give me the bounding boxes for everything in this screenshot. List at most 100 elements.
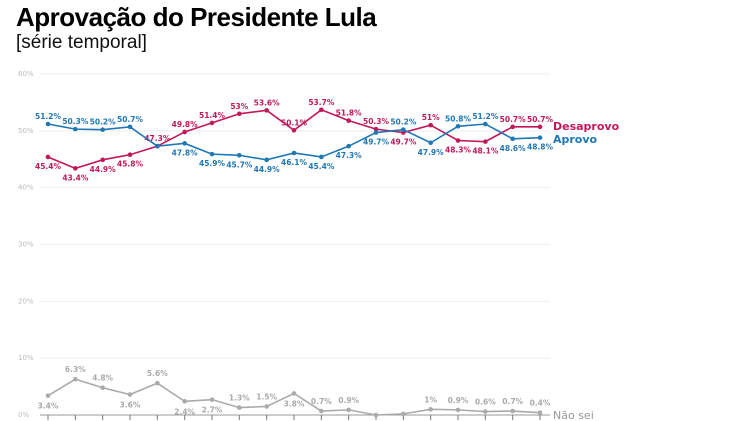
data-label: 50.3% — [62, 117, 89, 126]
y-tick-label: 50% — [18, 127, 34, 135]
data-label: 3.8% — [284, 399, 305, 408]
data-label: 50.3% — [363, 117, 390, 126]
data-label: 51.8% — [336, 109, 363, 118]
y-tick-label: 10% — [18, 354, 34, 362]
data-point — [346, 118, 351, 123]
data-label: 53% — [230, 102, 248, 111]
legend-desaprovo: Desaprovo — [553, 120, 620, 133]
data-point — [510, 124, 515, 130]
data-point — [455, 138, 461, 143]
data-label: 44.9% — [254, 165, 281, 174]
data-label: 0.9% — [448, 396, 469, 405]
data-label: 51.2% — [472, 112, 499, 121]
data-label: 49.8% — [172, 120, 199, 129]
data-point — [73, 166, 78, 171]
data-label: 0.7% — [502, 397, 523, 406]
data-label: 45.8% — [117, 160, 144, 169]
data-label: 50.7% — [500, 115, 527, 124]
data-label: 0.9% — [338, 396, 359, 405]
y-tick-label: 30% — [18, 241, 34, 249]
y-tick-label: 20% — [18, 297, 34, 305]
data-label: 50.8% — [445, 114, 472, 123]
legend-aprovo: Aprovo — [553, 133, 598, 146]
data-label: 48.6% — [500, 144, 527, 153]
data-point — [455, 407, 461, 413]
data-label: 0.4% — [530, 399, 551, 408]
data-label: 45.4% — [35, 162, 62, 171]
data-point — [182, 141, 187, 146]
data-label: 53.7% — [308, 98, 335, 107]
data-label: 0.6% — [475, 398, 496, 407]
data-label: 6.3% — [65, 365, 86, 374]
data-point — [237, 152, 242, 158]
legend-nao-sei: Não sei — [553, 409, 594, 421]
y-tick-label: 0% — [18, 411, 29, 419]
data-label: 50.7% — [527, 115, 554, 124]
data-label: 43.4% — [62, 173, 89, 182]
y-tick-label: 60% — [18, 70, 34, 78]
data-label: 2.4% — [174, 407, 195, 416]
data-label: 51.2% — [35, 112, 62, 121]
data-point — [291, 127, 297, 133]
data-point — [510, 136, 515, 142]
data-point — [100, 157, 105, 163]
data-point — [346, 143, 351, 149]
data-label: 47.3% — [336, 151, 363, 160]
data-point — [209, 120, 215, 126]
data-point — [537, 124, 543, 130]
data-point — [182, 129, 187, 135]
data-point — [45, 121, 51, 127]
data-point — [373, 126, 379, 132]
data-point — [346, 407, 351, 413]
data-point — [264, 108, 269, 113]
data-point — [100, 127, 105, 132]
data-point — [319, 154, 324, 160]
data-point — [264, 157, 269, 163]
data-point — [483, 409, 488, 414]
data-label: 1% — [424, 395, 437, 404]
data-label: 53.6% — [254, 98, 281, 107]
data-label: 44.9% — [90, 165, 117, 174]
data-point — [73, 376, 78, 382]
y-tick-label: 40% — [18, 184, 34, 192]
data-point — [291, 391, 297, 396]
data-point — [319, 107, 324, 113]
data-point — [127, 152, 133, 158]
data-label: 0.7% — [311, 397, 332, 406]
data-point — [455, 123, 461, 129]
data-point — [209, 397, 215, 402]
data-point — [401, 411, 406, 417]
data-label: 3.4% — [38, 402, 59, 411]
data-label: 3.6% — [120, 401, 141, 410]
data-point — [483, 139, 488, 144]
data-point — [45, 393, 51, 398]
data-point — [510, 408, 515, 414]
data-label: 49.7% — [390, 138, 417, 147]
data-point — [291, 150, 297, 156]
data-point — [237, 111, 242, 117]
data-point — [428, 407, 433, 412]
data-label: 45.4% — [308, 162, 335, 171]
data-point — [264, 404, 269, 409]
data-label: 50.7% — [117, 115, 144, 124]
data-point — [100, 385, 105, 391]
data-label: 45.9% — [199, 159, 226, 168]
chart-subtitle: [série temporal] — [16, 32, 147, 53]
data-label: 51.4% — [199, 111, 226, 120]
data-label: 50.2% — [90, 118, 117, 127]
data-point — [401, 127, 406, 132]
data-point — [155, 380, 160, 386]
data-point — [127, 124, 133, 130]
data-point — [428, 122, 433, 128]
data-point — [428, 140, 433, 146]
data-label: 50.1% — [281, 118, 308, 127]
data-label: 46.1% — [281, 158, 308, 167]
data-point — [319, 408, 324, 414]
data-label: 0.2% — [393, 420, 414, 421]
data-point — [373, 412, 379, 418]
data-point — [483, 121, 488, 127]
chart-title: Aprovação do Presidente Lula — [16, 2, 377, 32]
data-point — [45, 154, 51, 160]
data-label: 1.5% — [256, 392, 277, 401]
